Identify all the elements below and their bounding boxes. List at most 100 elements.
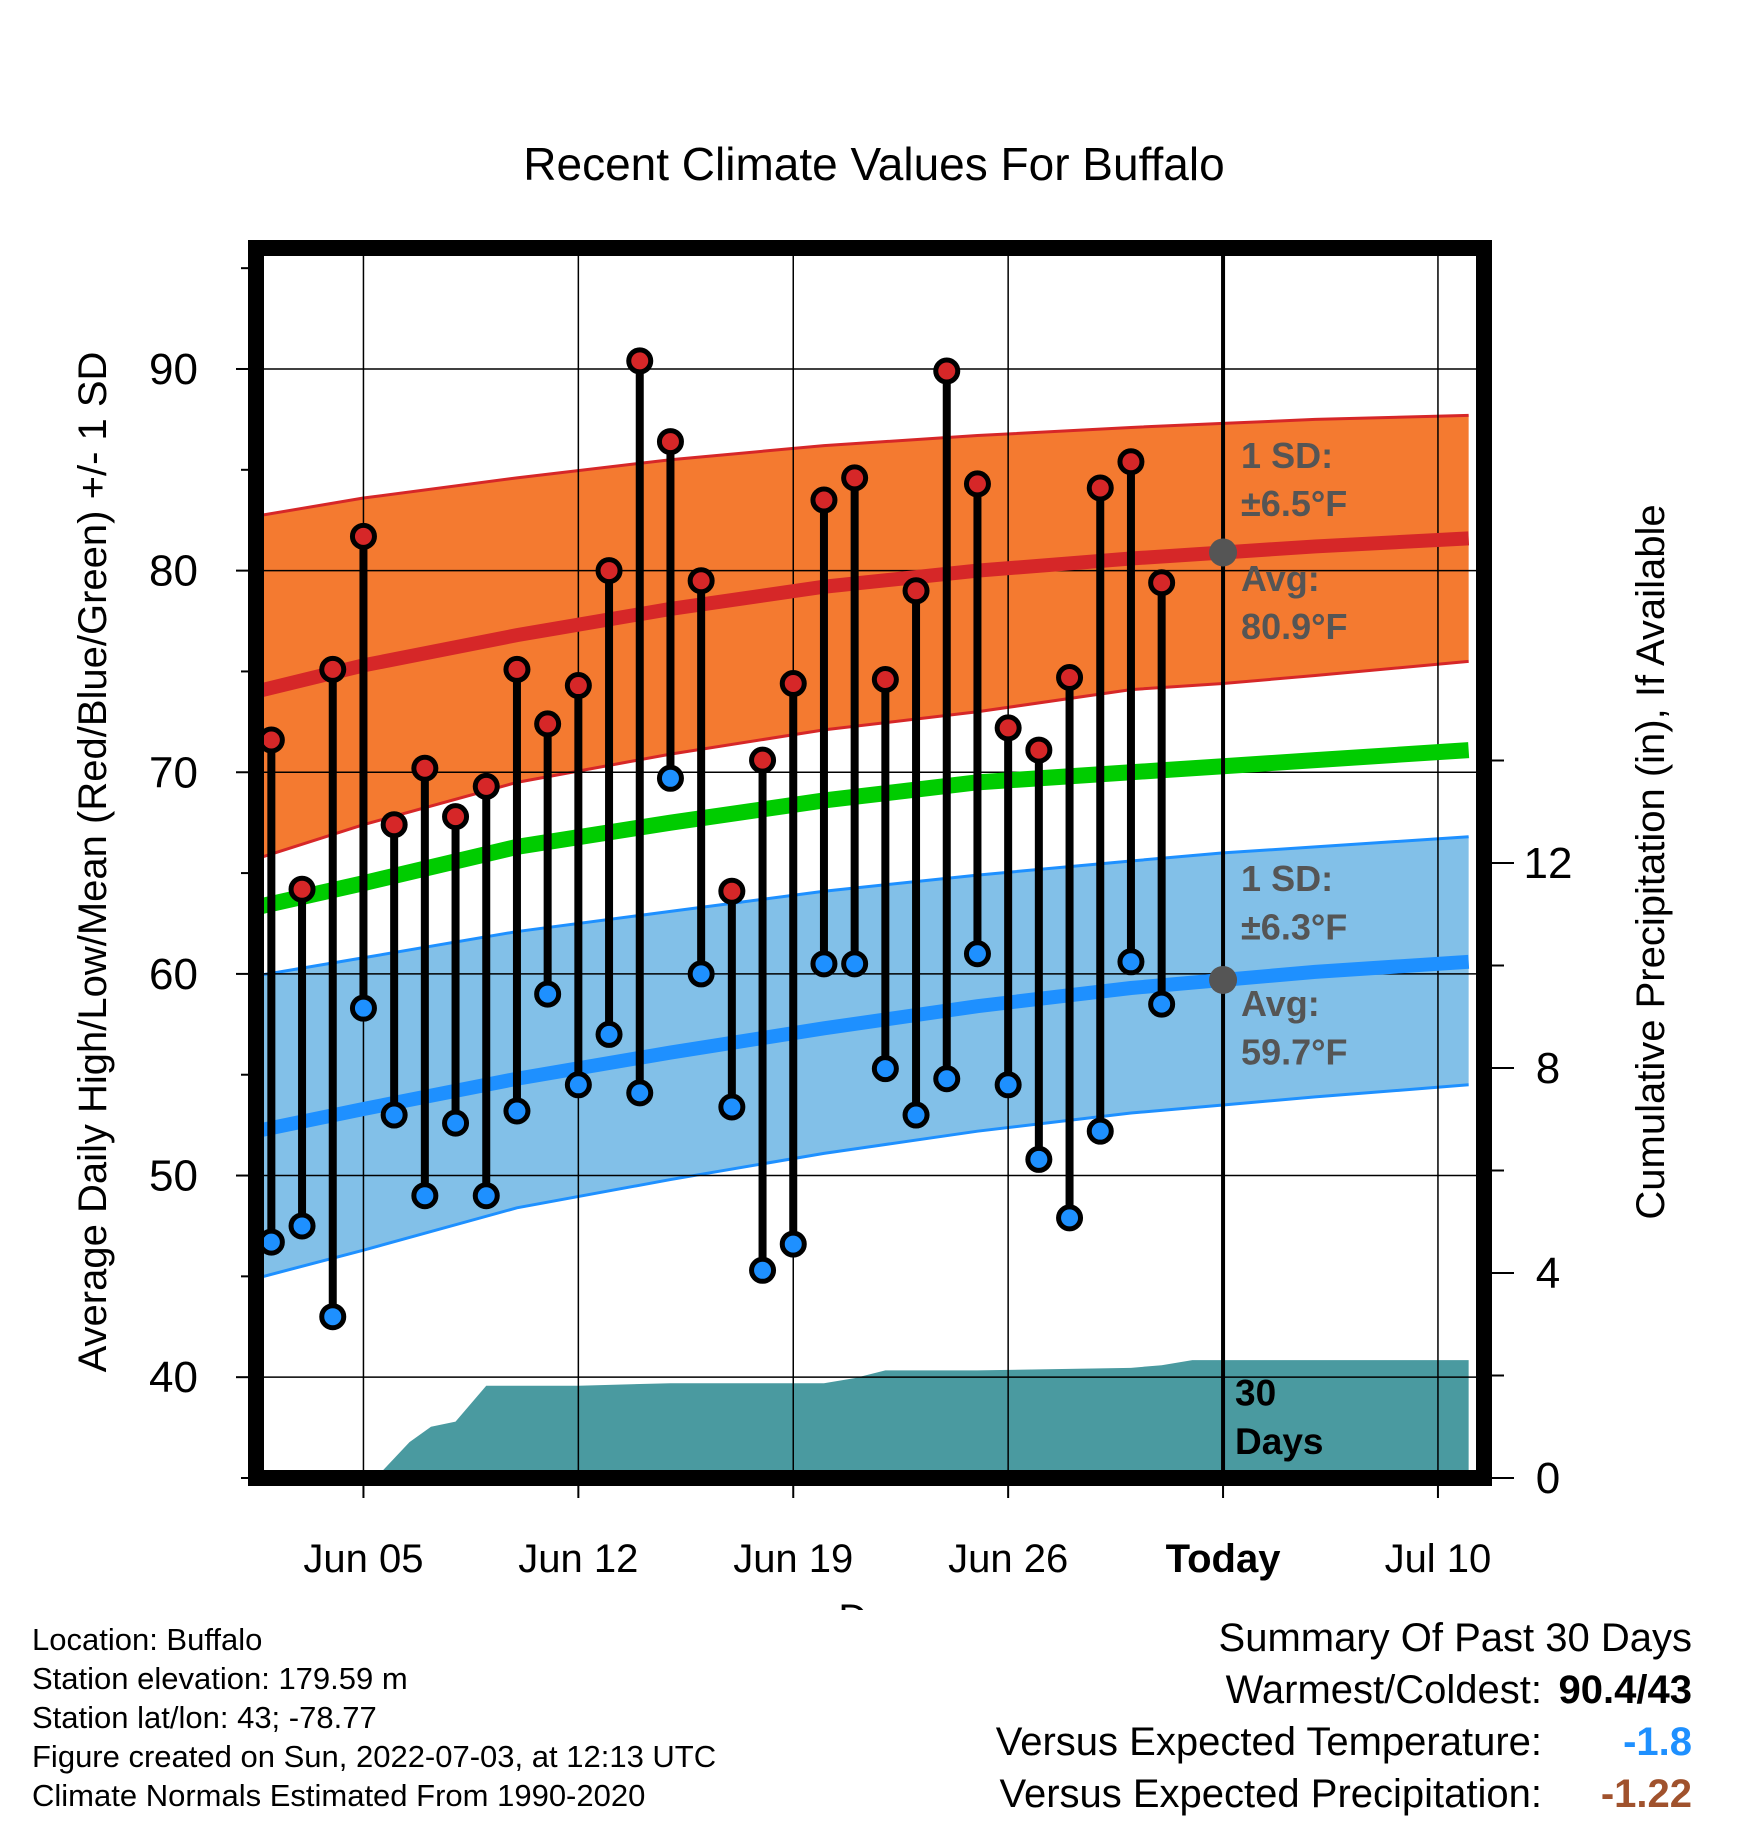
high-point [749, 746, 777, 774]
summary-temp-row: Versus Expected Temperature: -1.8 [996, 1716, 1692, 1768]
high-point [442, 803, 470, 831]
elevation-text: Station elevation: 179.59 m [32, 1661, 408, 1696]
low-point [933, 1065, 961, 1093]
low-point [319, 1303, 347, 1331]
temp-label: Versus Expected Temperature: [995, 1720, 1542, 1764]
low-sd-label-2: ±6.3°F [1241, 907, 1347, 948]
low-point [871, 1055, 899, 1083]
low-point [779, 1230, 807, 1258]
high-sd-label-2: ±6.5°F [1241, 483, 1347, 524]
y2-tick-label: 12 [1524, 839, 1573, 888]
y-tick-label: 80 [149, 547, 198, 596]
high-point [933, 357, 961, 385]
low-avg-line [256, 954, 1470, 1139]
high-point [1148, 569, 1176, 597]
summary-precip-row: Versus Expected Precipitation: -1.22 [996, 1768, 1692, 1820]
low-point [1056, 1204, 1084, 1232]
low-point [902, 1101, 930, 1129]
high-point [380, 811, 408, 839]
low-point [595, 1020, 623, 1048]
low-point [626, 1079, 654, 1107]
high-point [411, 754, 439, 782]
warmest-value: 90.4/43 [1558, 1668, 1692, 1712]
station-info: Location: Buffalo Station elevation: 179… [32, 1620, 716, 1815]
latlon-text: Station lat/lon: 43; -78.77 [32, 1700, 377, 1735]
x-tick-label: Today [1166, 1537, 1282, 1581]
low-point [288, 1212, 316, 1240]
high-point [994, 714, 1022, 742]
high-point [1025, 736, 1053, 764]
y2-tick-label: 4 [1536, 1249, 1560, 1298]
low-lower-line [256, 1083, 1469, 1280]
high-avg-label-2: 80.9°F [1241, 606, 1347, 647]
high-lower-line [256, 659, 1469, 861]
low-avg-label-2: 59.7°F [1241, 1032, 1347, 1073]
y-tick-label: 60 [149, 950, 198, 999]
low-point [534, 980, 562, 1008]
high-point [1117, 448, 1145, 476]
precip-days-label-1: 30 [1235, 1372, 1276, 1413]
low-point [1025, 1145, 1053, 1173]
high-point [1086, 474, 1114, 502]
precip-label: Versus Expected Precipitation: [999, 1772, 1542, 1816]
created-text: Figure created on Sun, 2022-07-03, at 12… [32, 1739, 717, 1774]
high-sd-band [256, 415, 1469, 859]
high-sd-label-1: 1 SD: [1241, 435, 1333, 476]
x-tick-label: Jun 26 [948, 1537, 1068, 1581]
low-point [349, 994, 377, 1022]
high-point [718, 877, 746, 905]
high-point [534, 710, 562, 738]
summary-panel: Summary Of Past 30 Days Warmest/Coldest:… [996, 1612, 1692, 1820]
high-point [779, 670, 807, 698]
plot-frame [248, 240, 1492, 1486]
high-point [810, 486, 838, 514]
low-sd-label-1: 1 SD: [1241, 858, 1333, 899]
low-point [718, 1093, 746, 1121]
y-tick-label: 50 [149, 1152, 198, 1201]
high-point [503, 655, 531, 683]
low-point [503, 1097, 531, 1125]
low-point [1117, 948, 1145, 976]
y2-tick-label: 8 [1536, 1044, 1560, 1093]
high-point [595, 557, 623, 585]
y-tick-label: 70 [149, 748, 198, 797]
temp-value: -1.8 [1623, 1720, 1692, 1764]
high-point [963, 470, 991, 498]
x-tick-label: Jun 19 [733, 1537, 853, 1581]
high-point [902, 577, 930, 605]
x-axis-title: Day [838, 1597, 909, 1610]
mean-line [256, 742, 1470, 916]
low-point [472, 1182, 500, 1210]
low-point [380, 1101, 408, 1129]
low-avg-label-1: Avg: [1241, 983, 1320, 1024]
precip-value: -1.22 [1600, 1772, 1692, 1816]
climate-chart: Recent Climate Values For Buffalo 1 SD: ±6… [71, 138, 1673, 1610]
high-upper-line [256, 413, 1469, 518]
low-point [963, 940, 991, 968]
x-tick-label: Jun 05 [303, 1537, 423, 1581]
y-tick-label: 40 [149, 1353, 198, 1402]
low-point [810, 950, 838, 978]
low-point [411, 1182, 439, 1210]
low-point [564, 1071, 592, 1099]
precip-days-label-2: Days [1235, 1421, 1323, 1462]
low-upper-line [256, 835, 1469, 978]
x-tick-label: Jul 10 [1385, 1537, 1492, 1581]
high-point [841, 464, 869, 492]
low-point [994, 1071, 1022, 1099]
high-point [319, 655, 347, 683]
plot-area [256, 248, 1484, 1478]
high-point [1056, 663, 1084, 691]
warmest-label: Warmest/Coldest: [1225, 1668, 1542, 1712]
low-point [442, 1109, 470, 1137]
high-point [564, 672, 592, 700]
high-point [472, 772, 500, 800]
high-point [349, 522, 377, 550]
high-avg-line [256, 531, 1470, 699]
y-tick-label: 90 [149, 345, 198, 394]
y2-axis-title: Cumulative Precipitation (in), If Availa… [1629, 504, 1673, 1219]
high-avg-label-1: Avg: [1241, 558, 1320, 599]
high-avg-marker [1209, 538, 1238, 567]
high-point [288, 875, 316, 903]
low-point [687, 960, 715, 988]
